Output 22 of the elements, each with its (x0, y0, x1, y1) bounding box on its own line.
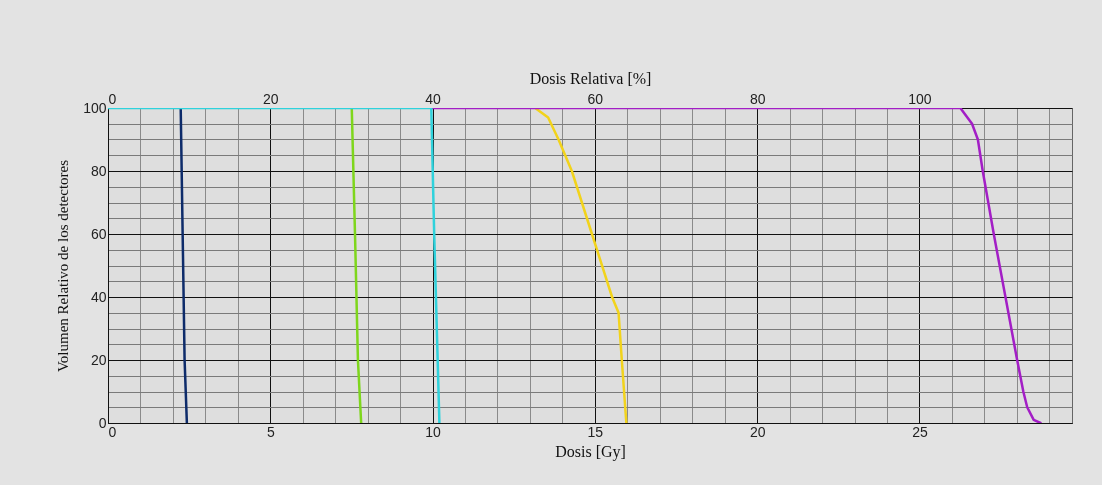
x-tick-label: 15 (587, 423, 604, 440)
x2-tick-label: 20 (263, 90, 279, 107)
x-axis-title: Dosis [Gy] (555, 442, 626, 461)
x2-tick-label: 100 (908, 90, 932, 107)
x2-tick-label: 80 (749, 90, 766, 107)
x2-axis-title: Dosis Relativa [%] (529, 69, 652, 87)
line-series (533, 108, 628, 423)
line-series (179, 108, 189, 423)
x-tick-label: 25 (912, 423, 928, 440)
x2-tick-label: 40 (425, 90, 442, 107)
y-axis-title: Volumen Relativo de los detectores (55, 159, 72, 373)
y-tick-label: 100 (83, 99, 107, 116)
line-series (350, 108, 363, 423)
y-tick-label: 80 (90, 162, 107, 179)
y-tick-label: 40 (90, 288, 107, 305)
x-tick-label: 10 (425, 423, 442, 440)
line-series (430, 108, 1042, 423)
x-tick-label: 5 (266, 423, 275, 440)
y-tick-label: 60 (90, 225, 107, 242)
x2-tick-label: 60 (587, 90, 604, 107)
y-tick-label: 20 (90, 351, 107, 368)
x-tick-label: 20 (749, 423, 766, 440)
